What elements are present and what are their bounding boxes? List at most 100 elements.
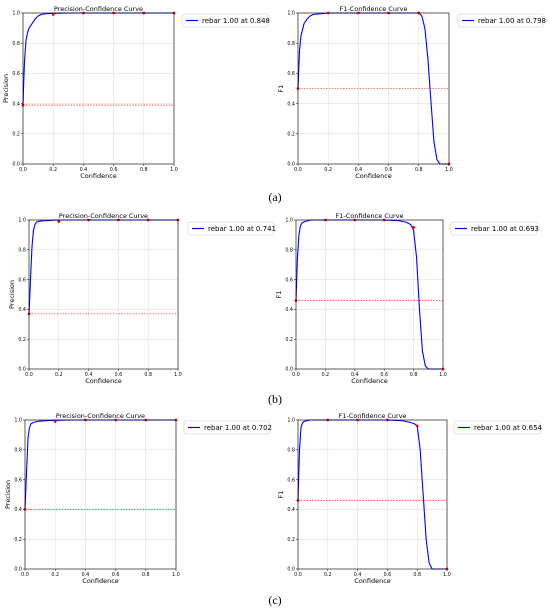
- chart-title: Precision-Confidence Curve: [54, 5, 143, 13]
- x-tick-label: 0.6: [385, 167, 393, 173]
- y-tick-label: 0.6: [12, 71, 20, 77]
- x-tick-label: 0.0: [21, 572, 29, 578]
- x-tick-label: 0.6: [110, 167, 118, 173]
- x-tick-label: 1.0: [443, 572, 451, 578]
- y-tick-label: 0.2: [285, 337, 293, 343]
- chart-title: F1-Confidence Curve: [338, 412, 406, 420]
- x-tick-label: 0.2: [322, 372, 330, 378]
- chart: 0.0 0.2 0.4 0.6 0.8 1.0 0.0 0.2 0.4 0.6 0.8 1.0 Prec…: [8, 212, 276, 385]
- x-tick-label: 0.0: [292, 372, 300, 378]
- y-tick-label: 0.6: [287, 477, 295, 483]
- x-tick-label: 0.4: [355, 167, 363, 173]
- x-axis-label: Confidence: [351, 377, 388, 385]
- y-tick-label: 0.6: [18, 277, 26, 283]
- x-tick-label: 0.8: [140, 167, 148, 173]
- chart-title: F1-Confidence Curve: [339, 5, 407, 13]
- x-tick-label: 0.4: [351, 372, 359, 378]
- x-tick-label: 0.8: [413, 572, 421, 578]
- chart-title: Precision-Confidence Curve: [59, 212, 148, 220]
- y-tick-label: 0.0: [18, 367, 26, 373]
- plot-area: [296, 220, 443, 369]
- x-tick-label: 0.0: [294, 167, 302, 173]
- y-tick-label: 0.4: [287, 101, 295, 107]
- y-axis-label: Precision: [2, 74, 10, 103]
- y-tick-label: 0.2: [287, 132, 295, 138]
- legend-box: [187, 221, 275, 236]
- y-tick-label: 0.8: [287, 41, 295, 47]
- x-axis-label: Confidence: [355, 172, 392, 180]
- plot-frame: [24, 419, 177, 570]
- legend-box: [457, 13, 545, 28]
- legend-entry: rebar 1.00 at 0.693: [471, 225, 539, 233]
- x-axis-label: Confidence: [80, 172, 117, 180]
- plot-frame: [22, 12, 175, 165]
- legend: rebar 1.00 at 0.693: [450, 221, 539, 236]
- legend-entry: rebar 1.00 at 0.741: [208, 225, 276, 233]
- data-point: [53, 420, 57, 423]
- y-axis-label: F1: [277, 85, 285, 93]
- x-tick-label: 0.2: [49, 167, 57, 173]
- legend: rebar 1.00 at 0.702: [183, 420, 272, 435]
- x-tick-label: 0.0: [25, 372, 33, 378]
- y-tick-label: 0.6: [14, 477, 22, 483]
- y-axis-label: F1: [277, 491, 285, 499]
- y-tick-label: 0.4: [285, 307, 293, 313]
- plot-frame: [297, 12, 450, 165]
- legend: rebar 1.00 at 0.848: [181, 13, 270, 28]
- y-tick-label: 1.0: [12, 11, 20, 17]
- x-tick-label: 1.0: [172, 572, 180, 578]
- y-tick-label: 0.4: [287, 507, 295, 513]
- panel-label: (a): [268, 190, 281, 204]
- x-tick-label: 1.0: [439, 372, 447, 378]
- y-tick-label: 0.4: [12, 101, 20, 107]
- legend-entry: rebar 1.00 at 0.702: [204, 424, 272, 432]
- y-tick-label: 0.6: [287, 71, 295, 77]
- x-tick-label: 0.4: [82, 572, 90, 578]
- x-tick-label: 0.2: [324, 572, 332, 578]
- data-point: [415, 424, 419, 428]
- data-point: [51, 13, 55, 16]
- x-tick-label: 0.6: [115, 372, 123, 378]
- y-tick-label: 0.2: [18, 337, 26, 343]
- legend-entry: rebar 1.00 at 0.654: [474, 424, 543, 432]
- y-tick-label: 0.0: [287, 567, 295, 573]
- y-tick-label: 0.6: [285, 277, 293, 283]
- legend-box: [450, 221, 538, 236]
- legend-entry: rebar 1.00 at 0.848: [202, 17, 270, 25]
- x-tick-label: 1.0: [170, 167, 178, 173]
- chart-title: Precision-Confidence Curve: [56, 412, 145, 420]
- data-point: [412, 226, 415, 229]
- y-tick-label: 0.8: [12, 41, 20, 47]
- x-tick-label: 0.2: [324, 167, 332, 173]
- y-tick-label: 0.2: [287, 537, 295, 543]
- x-tick-label: 0.0: [19, 167, 27, 173]
- plot-area: [25, 420, 176, 569]
- y-tick-label: 0.0: [14, 567, 22, 573]
- x-tick-label: 0.0: [294, 572, 302, 578]
- plot-area: [29, 220, 178, 369]
- chart: 0.0 0.2 0.4 0.6 0.8 1.0 0.0 0.2 0.4 0.6 0.8 1.0 F1-C…: [277, 5, 546, 180]
- y-tick-label: 0.4: [18, 307, 26, 313]
- x-tick-label: 0.4: [80, 167, 88, 173]
- legend-box: [181, 13, 269, 28]
- x-tick-label: 1.0: [174, 372, 182, 378]
- x-tick-label: 0.8: [415, 167, 423, 173]
- panel-label: (c): [268, 593, 281, 607]
- y-tick-label: 0.8: [14, 448, 22, 454]
- y-tick-label: 0.2: [14, 537, 22, 543]
- y-tick-label: 0.2: [12, 132, 20, 138]
- x-tick-label: 0.8: [410, 372, 418, 378]
- chart: 0.0 0.2 0.4 0.6 0.8 1.0 0.0 0.2 0.4 0.6 0.8 1.0 Prec…: [4, 412, 272, 585]
- y-tick-label: 0.0: [285, 367, 293, 373]
- plot-area: [298, 420, 447, 569]
- chart: 0.0 0.2 0.4 0.6 0.8 1.0 0.0 0.2 0.4 0.6 0.8 1.0 F1-C…: [275, 212, 539, 385]
- chart: 0.0 0.2 0.4 0.6 0.8 1.0 0.0 0.2 0.4 0.6 0.8 1.0 Prec…: [2, 5, 270, 180]
- x-axis-label: Confidence: [82, 577, 119, 585]
- y-tick-label: 1.0: [14, 418, 22, 424]
- x-tick-label: 0.8: [144, 372, 152, 378]
- panel-label: (b): [268, 392, 282, 406]
- legend: rebar 1.00 at 0.741: [187, 221, 276, 236]
- y-tick-label: 1.0: [285, 218, 293, 224]
- x-axis-label: Confidence: [85, 377, 122, 385]
